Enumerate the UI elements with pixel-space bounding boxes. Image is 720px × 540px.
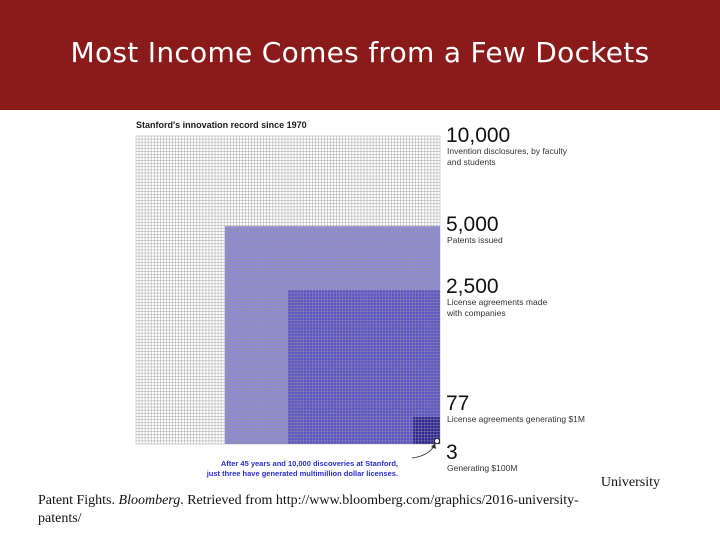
slide-title: Most Income Comes from a Few Dockets [70, 36, 650, 69]
title-bar [0, 0, 720, 110]
arrow-head [431, 443, 436, 449]
level-description: Patents issued [447, 235, 503, 245]
level-description: License agreements generating $1M [447, 414, 585, 424]
annotation-arrow [411, 445, 435, 459]
citation-url: . Retrieved from http://www.bloomberg.co… [180, 493, 579, 508]
annotation-line: After 45 years and 10,000 discoveries at… [221, 459, 398, 468]
citation-source: Bloomberg [118, 493, 181, 508]
three-marker [434, 438, 440, 444]
level-value: 77 [446, 392, 469, 415]
citation-text: Patent Fights. [38, 493, 119, 508]
disclosure-grid [135, 135, 441, 445]
chart-title: Stanford's innovation record since 1970 [136, 120, 307, 130]
level-value: 5,000 [446, 213, 499, 236]
level-description: Invention disclosures, by faculty [447, 146, 568, 156]
level-description: with companies [446, 308, 506, 318]
level-description: and students [447, 157, 496, 167]
annotation-line: just three have generated multimillion d… [206, 469, 398, 478]
citation-line-1: University [600, 475, 660, 490]
citation-line-2: Patent Fights. Bloomberg. Retrieved from… [38, 492, 660, 510]
citation-line-3: patents/ [38, 511, 82, 526]
level-description: Generating $100M [447, 463, 517, 473]
level-value: 2,500 [446, 275, 499, 298]
citation: University Patent Fights. Bloomberg. Ret… [38, 474, 660, 528]
grid-layer [135, 135, 441, 445]
level-description: License agreements made [447, 297, 547, 307]
level-value: 3 [446, 441, 458, 464]
area-layer [225, 226, 440, 444]
level-value: 10,000 [446, 124, 510, 147]
